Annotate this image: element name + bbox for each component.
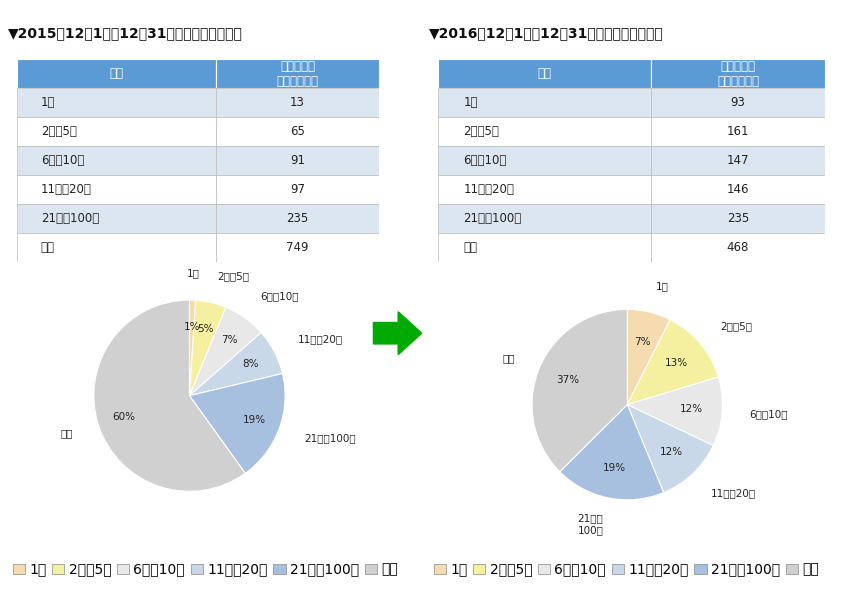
Wedge shape bbox=[532, 309, 627, 472]
Bar bbox=[438, 233, 651, 262]
Bar bbox=[17, 204, 216, 233]
Bar bbox=[216, 89, 379, 117]
Wedge shape bbox=[627, 377, 722, 446]
Text: ランクイン
キーワード数: ランクイン キーワード数 bbox=[717, 60, 759, 88]
Text: 圏外: 圏外 bbox=[503, 353, 514, 363]
Text: 13: 13 bbox=[290, 96, 305, 109]
Text: 1位: 1位 bbox=[187, 268, 200, 278]
Text: 6位－10位: 6位－10位 bbox=[749, 409, 787, 419]
Text: 圏外: 圏外 bbox=[61, 428, 73, 438]
Text: 2位－5位: 2位－5位 bbox=[721, 321, 753, 331]
Bar bbox=[17, 60, 216, 89]
Bar bbox=[651, 146, 825, 175]
Text: ランクイン
キーワード数: ランクイン キーワード数 bbox=[276, 60, 318, 88]
Text: 5%: 5% bbox=[197, 324, 213, 334]
Text: ▼2016年12月1日～12月31日のランキング状況: ▼2016年12月1日～12月31日のランキング状況 bbox=[429, 26, 664, 40]
Text: 2位－5位: 2位－5位 bbox=[40, 126, 77, 138]
Text: 11位－20位: 11位－20位 bbox=[463, 183, 514, 196]
Text: 37%: 37% bbox=[556, 375, 579, 385]
Text: 7%: 7% bbox=[221, 334, 237, 345]
Bar bbox=[17, 233, 216, 262]
Bar bbox=[17, 89, 216, 117]
Bar bbox=[651, 175, 825, 204]
Text: 圏外: 圏外 bbox=[463, 241, 477, 254]
Text: 8%: 8% bbox=[242, 359, 258, 369]
Bar bbox=[438, 204, 651, 233]
Text: 1位: 1位 bbox=[40, 96, 56, 109]
Text: 6位－10位: 6位－10位 bbox=[40, 154, 84, 167]
Text: 235: 235 bbox=[727, 212, 749, 225]
Wedge shape bbox=[189, 333, 282, 396]
Text: 順位: 順位 bbox=[537, 67, 552, 80]
Bar bbox=[438, 89, 651, 117]
Text: 11位－20位: 11位－20位 bbox=[40, 183, 92, 196]
Bar bbox=[216, 175, 379, 204]
FancyArrow shape bbox=[374, 312, 422, 355]
Text: 93: 93 bbox=[731, 96, 745, 109]
Text: 65: 65 bbox=[290, 126, 305, 138]
Text: 1位: 1位 bbox=[463, 96, 478, 109]
Bar bbox=[17, 175, 216, 204]
Text: 2位－5位: 2位－5位 bbox=[217, 271, 249, 281]
Text: 19%: 19% bbox=[242, 415, 265, 425]
Bar bbox=[216, 60, 379, 89]
Bar bbox=[651, 89, 825, 117]
Text: 146: 146 bbox=[727, 183, 749, 196]
Text: 468: 468 bbox=[727, 241, 749, 254]
Text: 60%: 60% bbox=[113, 412, 136, 422]
Wedge shape bbox=[189, 300, 195, 396]
Bar bbox=[651, 204, 825, 233]
Text: 97: 97 bbox=[290, 183, 305, 196]
Text: 7%: 7% bbox=[634, 337, 651, 347]
Wedge shape bbox=[560, 405, 663, 500]
Bar bbox=[216, 117, 379, 146]
Text: ▼2015年12月1日～12月31日のランキング状況: ▼2015年12月1日～12月31日のランキング状況 bbox=[8, 26, 243, 40]
Text: 12%: 12% bbox=[680, 405, 703, 415]
Text: 6位－10位: 6位－10位 bbox=[463, 154, 507, 167]
Bar bbox=[651, 60, 825, 89]
Bar bbox=[438, 146, 651, 175]
Bar bbox=[651, 233, 825, 262]
Text: 13%: 13% bbox=[665, 358, 689, 368]
Bar bbox=[216, 204, 379, 233]
Bar bbox=[438, 117, 651, 146]
Text: 12%: 12% bbox=[660, 447, 684, 456]
Text: 2位－5位: 2位－5位 bbox=[463, 126, 499, 138]
Bar bbox=[651, 117, 825, 146]
Text: 749: 749 bbox=[286, 241, 309, 254]
Bar bbox=[216, 233, 379, 262]
Bar bbox=[216, 146, 379, 175]
Text: 1%: 1% bbox=[184, 322, 200, 332]
Text: 91: 91 bbox=[290, 154, 305, 167]
Text: 21位－100位: 21位－100位 bbox=[304, 433, 356, 443]
Text: 11位－20位: 11位－20位 bbox=[298, 334, 344, 345]
Bar bbox=[17, 117, 216, 146]
Wedge shape bbox=[627, 320, 718, 405]
Text: 147: 147 bbox=[727, 154, 749, 167]
Legend: 1位, 2位－5位, 6位－10位, 11位－20位, 21位－100位, 圏外: 1位, 2位－5位, 6位－10位, 11位－20位, 21位－100位, 圏外 bbox=[7, 557, 403, 582]
Text: 21位－100位: 21位－100位 bbox=[463, 212, 522, 225]
Text: 21位－100位: 21位－100位 bbox=[40, 212, 99, 225]
Text: 235: 235 bbox=[286, 212, 308, 225]
Text: 19%: 19% bbox=[603, 463, 626, 473]
Wedge shape bbox=[627, 405, 713, 493]
Wedge shape bbox=[189, 300, 226, 396]
Bar bbox=[438, 60, 651, 89]
Text: 161: 161 bbox=[727, 126, 749, 138]
Wedge shape bbox=[93, 300, 245, 491]
Legend: 1位, 2位－5位, 6位－10位, 11位－20位, 21位－100位, 圏外: 1位, 2位－5位, 6位－10位, 11位－20位, 21位－100位, 圏外 bbox=[428, 557, 824, 582]
Bar bbox=[17, 146, 216, 175]
Text: 順位: 順位 bbox=[109, 67, 124, 80]
Text: 圏外: 圏外 bbox=[40, 241, 55, 254]
Text: 21位－
100位: 21位－ 100位 bbox=[578, 513, 603, 535]
Bar bbox=[438, 175, 651, 204]
Wedge shape bbox=[189, 307, 261, 396]
Wedge shape bbox=[189, 374, 285, 473]
Text: 6位－10位: 6位－10位 bbox=[261, 291, 299, 301]
Wedge shape bbox=[627, 309, 670, 405]
Text: 11位－20位: 11位－20位 bbox=[711, 488, 756, 498]
Text: 1位: 1位 bbox=[656, 281, 669, 291]
